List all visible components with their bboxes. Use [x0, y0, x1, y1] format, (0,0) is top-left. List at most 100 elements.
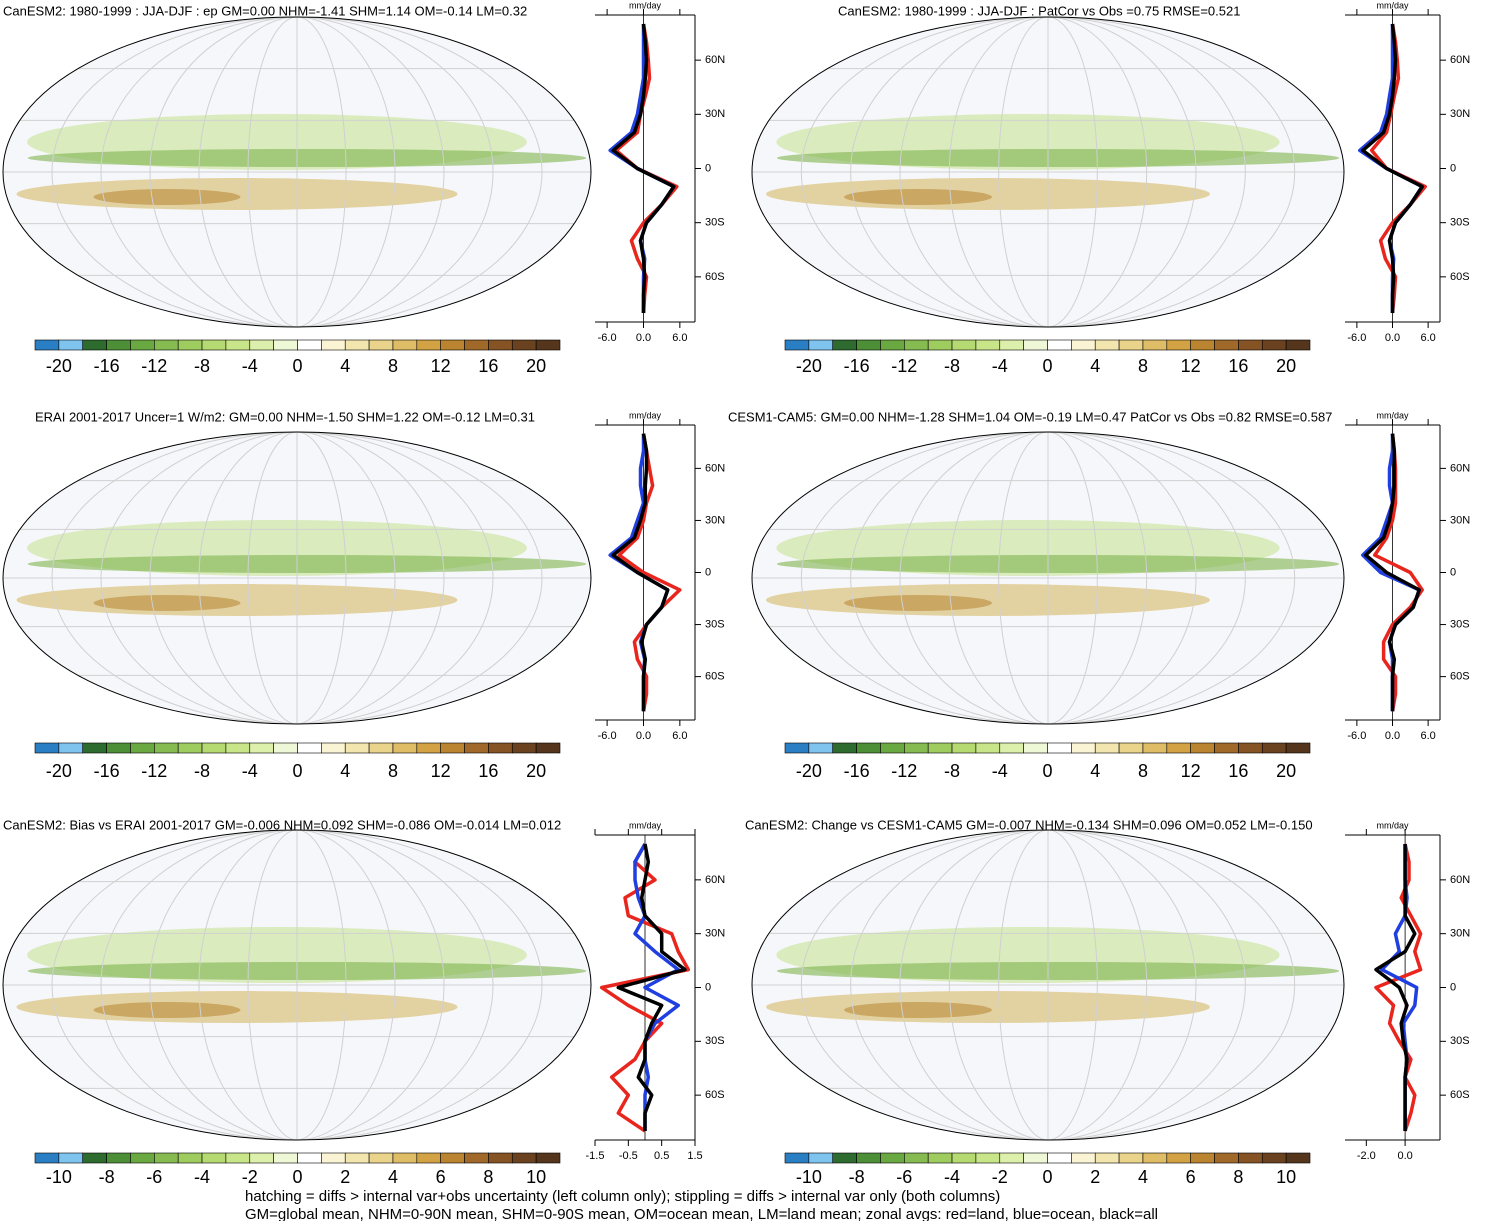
colorbar-label: -2 [992, 1167, 1008, 1187]
colorbar-box [1238, 742, 1263, 754]
map-field [752, 17, 1344, 327]
zonal-line [611, 433, 670, 712]
colorbar-label: -12 [141, 356, 167, 376]
footer-line: hatching = diffs > internal var+obs unce… [245, 1188, 1000, 1205]
colorbar-label: -20 [796, 356, 822, 376]
colorbar-label: 4 [1090, 356, 1100, 376]
colorbar-box [464, 742, 489, 754]
colorbar-box [1118, 1152, 1144, 1164]
colorbar-label: -10 [46, 1167, 72, 1187]
colorbar-label: -6 [896, 1167, 912, 1187]
colorbar-box [1166, 742, 1191, 754]
colorbar-box [511, 742, 537, 754]
colorbar-box [856, 339, 881, 351]
colorbar-box [904, 742, 929, 754]
colorbar-box [1190, 1152, 1215, 1164]
colorbar-box [1142, 742, 1168, 754]
colorbar-box [130, 742, 155, 754]
colorbar-box [297, 339, 322, 351]
colorbar-box [1261, 742, 1287, 754]
colorbar-box [58, 339, 84, 351]
colorbar-label: 8 [483, 1167, 493, 1187]
colorbar-box [1285, 339, 1311, 351]
map [751, 431, 1345, 725]
precip-band [93, 1002, 241, 1018]
colorbar-box [58, 742, 84, 754]
colorbar-box [464, 339, 489, 351]
colorbar-box [1023, 1152, 1048, 1164]
colorbar-box [154, 1152, 179, 1164]
colorbar-box [784, 742, 810, 754]
panel-title: CESM1-CAM5: GM=0.00 NHM=-1.28 SHM=1.04 O… [728, 409, 1332, 424]
zonal-line [611, 23, 676, 313]
footer-line: GM=global mean, NHM=0-90N mean, SHM=0-90… [245, 1206, 1158, 1221]
colorbar-label: 12 [1181, 761, 1201, 781]
y-tick-label: 0 [705, 981, 711, 993]
colorbar-label: 20 [526, 356, 546, 376]
colorbar-box [1238, 1152, 1263, 1164]
precip-band [776, 149, 1340, 167]
precip-band [766, 584, 1210, 616]
colorbar-box [832, 1152, 857, 1164]
colorbar-label: -8 [194, 761, 210, 781]
precip-band [844, 189, 992, 205]
colorbar-box [1023, 742, 1048, 754]
y-tick-label: 30N [705, 928, 725, 940]
colorbar-box [975, 1152, 1001, 1164]
colorbar-box [416, 742, 441, 754]
y-tick-label: 30N [1450, 928, 1470, 940]
colorbar-box [856, 742, 881, 754]
colorbar-box [832, 339, 857, 351]
colorbar-box [177, 742, 203, 754]
axis-unit: mm/day [629, 0, 662, 10]
colorbar-label: -16 [94, 761, 120, 781]
colorbar-box [880, 742, 905, 754]
colorbar-label: 6 [436, 1167, 446, 1187]
precip-band [27, 962, 587, 980]
colorbar-box [1238, 339, 1263, 351]
colorbar-label: -12 [141, 761, 167, 781]
colorbar-box [440, 742, 465, 754]
y-tick-label: 30S [1450, 1035, 1470, 1047]
y-tick-label: 60N [705, 462, 725, 474]
y-tick-label: 30N [1450, 108, 1470, 120]
colorbar-label: -4 [242, 761, 258, 781]
precip-band [93, 189, 241, 205]
colorbar-box [951, 339, 977, 351]
colorbar-label: -8 [99, 1167, 115, 1187]
map [2, 16, 592, 328]
precip-band [844, 595, 992, 611]
y-tick-label: 30S [705, 618, 725, 630]
zonal-line [1364, 433, 1421, 712]
colorbar-label: 12 [1181, 356, 1201, 376]
colorbar-box [34, 742, 60, 754]
precip-band [16, 178, 458, 210]
colorbar-box [34, 339, 60, 351]
colorbar-box [1047, 1152, 1072, 1164]
colorbar-label: 4 [340, 356, 350, 376]
colorbar-box [416, 339, 441, 351]
colorbar-box [82, 742, 107, 754]
colorbar-label: 0 [1042, 1167, 1052, 1187]
colorbar-label: 16 [478, 761, 498, 781]
map [751, 16, 1345, 328]
colorbar-box [106, 1152, 131, 1164]
x-tick-label: 0.0 [1385, 332, 1400, 344]
colorbar-box [344, 1152, 370, 1164]
colorbar-box [106, 339, 131, 351]
y-tick-label: 30S [1450, 217, 1470, 229]
colorbar-box [344, 742, 370, 754]
colorbar-label: 4 [340, 761, 350, 781]
zonal-line [616, 843, 687, 1131]
colorbar-box [927, 1152, 953, 1164]
x-tick-label: 0.5 [654, 1150, 669, 1162]
colorbar-box [1142, 1152, 1168, 1164]
y-tick-label: 0 [1450, 981, 1456, 993]
panel-title: ERAI 2001-2017 Uncer=1 W/m2: GM=0.00 NHM… [35, 409, 535, 424]
axis-unit: mm/day [1376, 820, 1409, 830]
colorbar-box [951, 1152, 977, 1164]
colorbar-box [392, 339, 418, 351]
x-tick-label: -0.5 [619, 1150, 638, 1162]
zonal-line [633, 843, 681, 1131]
map-field [752, 830, 1344, 1140]
